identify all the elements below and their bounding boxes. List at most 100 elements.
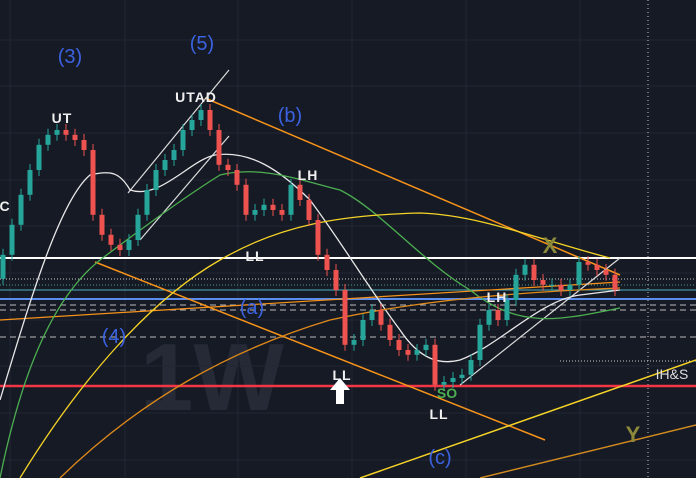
candle-body xyxy=(18,194,24,225)
wave-label-b: (b) xyxy=(277,105,303,127)
candle-body xyxy=(90,150,96,215)
candle-body xyxy=(306,200,312,220)
candle-body xyxy=(81,140,87,150)
candle-body xyxy=(522,264,528,275)
candle-body xyxy=(567,284,573,290)
candle-body xyxy=(468,360,474,375)
candle-body xyxy=(171,150,177,160)
candle-body xyxy=(144,190,150,215)
candle-body xyxy=(72,134,78,140)
wave-label-c: (c) xyxy=(428,447,452,469)
candle-body xyxy=(252,210,258,215)
candle-body xyxy=(441,382,447,385)
candle-body xyxy=(342,290,348,345)
candle-body xyxy=(486,310,492,325)
label-x: X xyxy=(542,233,558,258)
trendline-lower xyxy=(94,261,546,441)
label-spring-so: SO xyxy=(436,385,458,401)
candle-body xyxy=(9,224,15,255)
candle-body xyxy=(36,144,42,170)
candle-body xyxy=(288,184,294,215)
label-ll: LL xyxy=(245,248,265,264)
candle-body xyxy=(396,340,402,350)
candle-body xyxy=(369,310,375,320)
candle-body xyxy=(207,110,213,130)
candle-body xyxy=(54,130,60,135)
candle-body xyxy=(603,270,609,275)
trendline-ihs xyxy=(359,359,696,478)
candle-body xyxy=(216,130,222,165)
candle-body xyxy=(108,234,114,245)
trendline-orange-mid xyxy=(0,281,621,321)
candle-body xyxy=(315,220,321,255)
candle-body xyxy=(270,204,276,210)
candle-body xyxy=(612,274,618,290)
candle-body xyxy=(378,310,384,325)
candle-body xyxy=(135,214,141,240)
label-lh: LH xyxy=(486,289,508,305)
candle-body xyxy=(558,284,564,290)
label-ll: LL xyxy=(429,406,449,422)
trendline-b xyxy=(204,97,621,276)
candle-body xyxy=(243,184,249,215)
candle-body xyxy=(99,214,105,235)
candle-body xyxy=(594,264,600,270)
channel-upper xyxy=(127,69,230,194)
candle-body xyxy=(351,340,357,345)
candle-body xyxy=(153,170,159,190)
label-utad: UTAD xyxy=(175,89,217,105)
candle-body xyxy=(27,170,33,195)
candle-body xyxy=(234,170,240,185)
candle-body xyxy=(405,350,411,355)
candle-body xyxy=(117,244,123,250)
label-ut: UT xyxy=(51,110,73,126)
ma-yellow xyxy=(19,212,611,478)
ma-green xyxy=(0,171,621,478)
candle-body xyxy=(198,110,204,120)
candle-body xyxy=(477,324,483,360)
candle-body xyxy=(495,310,501,320)
label-lh: LH xyxy=(297,167,319,183)
label-ihs: IH&S xyxy=(655,366,689,382)
ma-orange xyxy=(59,287,621,478)
candle-body xyxy=(261,204,267,210)
wave-label-5: (5) xyxy=(189,33,215,55)
trendline-y xyxy=(479,424,696,478)
candle-body xyxy=(513,274,519,300)
candle-body xyxy=(180,130,186,150)
candles xyxy=(0,104,618,391)
up-arrow-icon xyxy=(330,378,350,404)
channel-rise xyxy=(459,257,621,386)
candle-body xyxy=(576,262,582,285)
channel-lower xyxy=(139,135,230,241)
wave-label-a: (a) xyxy=(239,297,265,319)
candle-body xyxy=(189,120,195,130)
candle-body xyxy=(531,264,537,280)
candle-body xyxy=(414,350,420,355)
candle-body xyxy=(333,270,339,290)
trendlines xyxy=(0,69,696,478)
candle-body xyxy=(297,184,303,200)
candle-body xyxy=(126,240,132,250)
candle-body xyxy=(549,284,555,286)
candle-body xyxy=(162,160,168,170)
candle-body xyxy=(432,344,438,385)
ma-white xyxy=(0,153,621,401)
candle-body xyxy=(450,378,456,382)
candle-body xyxy=(0,254,6,279)
wave-label-4: (4) xyxy=(101,326,127,348)
candle-body xyxy=(360,320,366,340)
label-c-left: C xyxy=(0,198,11,214)
label-y: Y xyxy=(625,422,641,447)
candle-body xyxy=(540,280,546,285)
candle-body xyxy=(504,300,510,320)
candle-body xyxy=(225,164,231,170)
candle-body xyxy=(423,344,429,350)
candle-body xyxy=(459,374,465,378)
wave-label-3: (3) xyxy=(57,46,83,68)
candle-body xyxy=(585,262,591,265)
candle-body xyxy=(387,324,393,340)
